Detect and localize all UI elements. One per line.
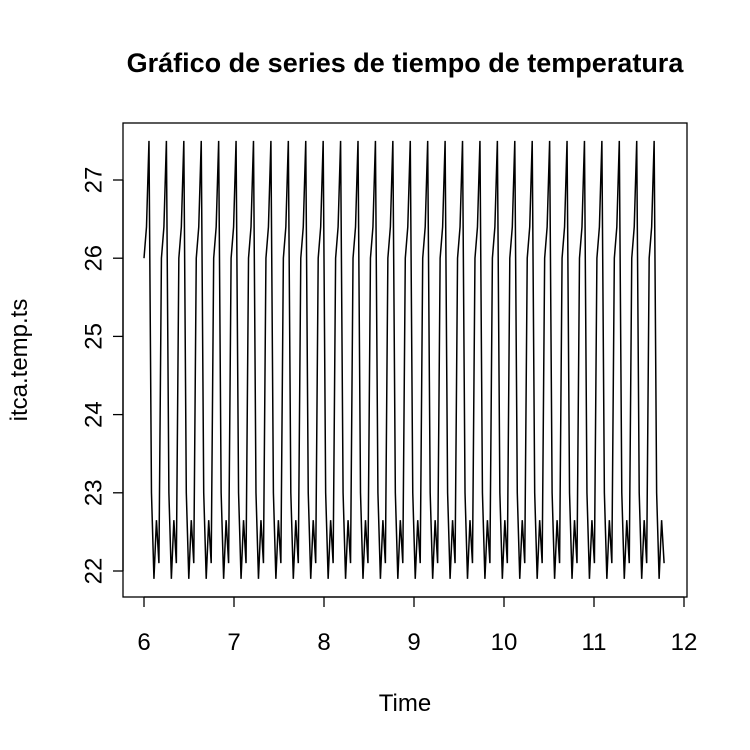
x-axis: 6 7 8 9 10 11 12 xyxy=(137,596,698,656)
y-tick-label: 25 xyxy=(80,323,107,350)
x-tick-label: 9 xyxy=(407,629,420,656)
x-axis-label: Time xyxy=(379,690,431,717)
x-tick-label: 12 xyxy=(671,629,698,656)
x-tick-label: 8 xyxy=(317,629,330,656)
x-tick-label: 11 xyxy=(582,629,607,656)
chart-title: Gráfico de series de tiempo de temperatu… xyxy=(127,48,685,78)
y-tick-label: 23 xyxy=(80,479,107,506)
y-tick-label: 22 xyxy=(80,558,107,585)
series-group xyxy=(143,140,665,579)
y-tick-label: 26 xyxy=(80,245,107,272)
y-axis: 22 23 24 25 26 27 xyxy=(80,167,124,585)
x-tick-label: 7 xyxy=(227,629,240,656)
y-tick-label: 27 xyxy=(80,167,107,194)
y-axis-label: itca.temp.ts xyxy=(6,299,33,422)
x-tick-label: 6 xyxy=(137,629,150,656)
x-tick-label: 10 xyxy=(491,629,518,656)
series-line xyxy=(143,140,665,579)
y-tick-label: 24 xyxy=(80,401,107,428)
